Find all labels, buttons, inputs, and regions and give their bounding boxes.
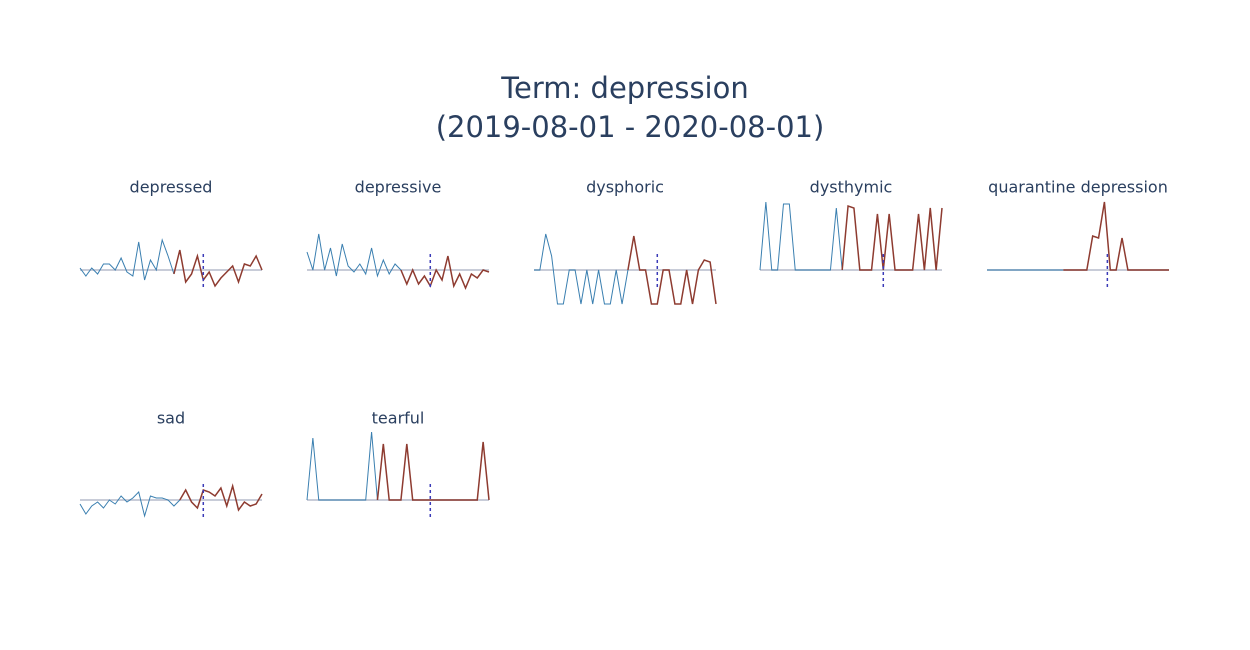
chart-title: Term: depression [500,71,748,105]
series-line [79,491,181,518]
subplot-title: depressed [130,178,213,197]
series-line [179,483,263,512]
subplot-title: quarantine depression [988,178,1168,197]
series-line [1063,201,1169,271]
series-line [400,255,490,290]
subplot-title: dysthymic [810,178,893,197]
subplot-title: dysphoric [586,178,664,197]
series-line [627,235,717,305]
series-line [376,441,490,501]
series-line [173,249,263,288]
series-line [306,233,402,278]
subplot-title: sad [157,409,185,428]
series-line [841,204,943,271]
subplot-title: depressive [355,178,442,197]
series-line [534,233,629,305]
chart-subtitle: (2019-08-01 - 2020-08-01) [436,110,825,144]
series-line [79,238,175,281]
series-line [759,201,843,271]
series-line [306,431,378,501]
subplot-title: tearful [372,409,425,428]
